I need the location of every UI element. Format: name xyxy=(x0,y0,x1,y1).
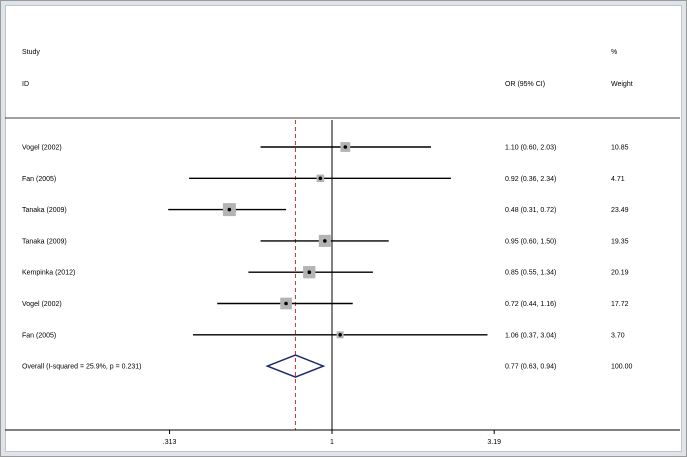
weight-value: 17.72 xyxy=(611,301,629,308)
or-ci-value: 0.85 (0.55, 1.34) xyxy=(505,270,556,277)
or-ci-value: 0.72 (0.44, 1.16) xyxy=(505,301,556,308)
weight-value: 20.19 xyxy=(611,270,629,277)
study-label: Fan (2005) xyxy=(22,176,56,183)
or-ci-value: 1.10 (0.60, 2.03) xyxy=(505,145,556,152)
plot-panel xyxy=(5,5,682,452)
overall-diamond xyxy=(265,354,326,378)
point-estimate xyxy=(307,270,312,275)
weight-value: 4.71 xyxy=(611,176,625,183)
point-estimate xyxy=(284,301,288,306)
weight-value: 3.70 xyxy=(611,332,625,339)
weight-value: 10.85 xyxy=(611,145,629,152)
or-ci-value: 0.48 (0.31, 0.72) xyxy=(505,207,556,214)
overall-weight-value: 100.00 xyxy=(611,364,633,371)
point-estimate xyxy=(343,145,348,149)
or-ci-value: 0.92 (0.36, 2.34) xyxy=(505,176,556,183)
header-weight: Weight xyxy=(611,81,633,88)
x-tick-label: 1 xyxy=(330,439,334,446)
overall-label: Overall (I-squared = 25.9%, p = 0.231) xyxy=(22,364,141,371)
header-or: OR (95% CI) xyxy=(505,81,545,88)
study-label: Tanaka (2009) xyxy=(22,207,67,214)
header-study: Study xyxy=(22,49,40,56)
or-ci-value: 0.95 (0.60, 1.50) xyxy=(505,238,556,245)
study-label: Tanaka (2009) xyxy=(22,238,67,245)
header-id: ID xyxy=(22,81,29,88)
weight-value: 19.35 xyxy=(611,238,629,245)
header-percent: % xyxy=(611,49,617,56)
study-label: Fan (2005) xyxy=(22,332,56,339)
study-label: Vogel (2002) xyxy=(22,301,62,308)
x-tick-label: 3.19 xyxy=(487,439,501,446)
study-label: Vogel (2002) xyxy=(22,145,62,152)
study-label: Kempinka (2012) xyxy=(22,270,75,277)
x-tick-label: .313 xyxy=(163,439,177,446)
point-estimate xyxy=(318,176,323,181)
point-estimate xyxy=(323,239,327,243)
point-estimate xyxy=(338,333,342,337)
weight-value: 23.49 xyxy=(611,207,629,214)
overall-or-ci-value: 0.77 (0.63, 0.94) xyxy=(505,364,556,371)
or-ci-value: 1.06 (0.37, 3.04) xyxy=(505,332,556,339)
point-estimate xyxy=(227,207,232,212)
